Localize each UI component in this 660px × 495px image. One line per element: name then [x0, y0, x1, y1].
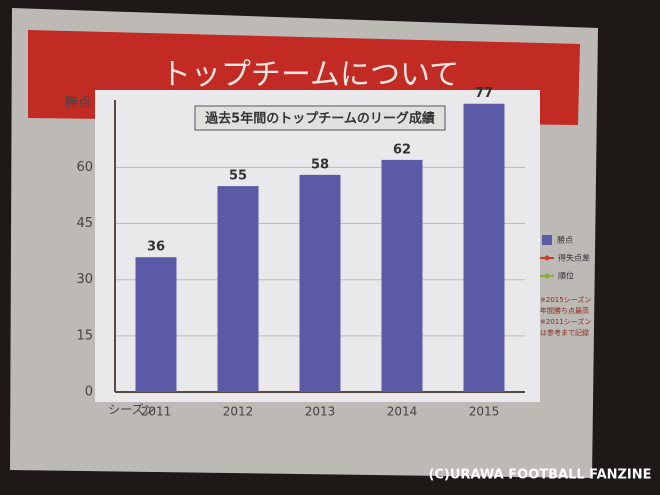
data-label: 58 — [311, 157, 329, 172]
data-label: 55 — [229, 169, 247, 184]
data-label: 62 — [393, 142, 411, 157]
x-tick-label: 2014 — [387, 405, 418, 419]
x-tick-label: 2011 — [141, 405, 172, 419]
x-tick-label: 2013 — [305, 405, 336, 419]
slide-title: トップチームについて — [161, 58, 459, 93]
watermark: (C)URAWA FOOTBALL FANZINE — [428, 468, 651, 483]
legend-swatch — [542, 235, 552, 245]
x-axis-label: シーズン — [108, 402, 155, 417]
y-tick-label: 60 — [76, 160, 93, 175]
data-label: 36 — [147, 240, 165, 255]
x-tick-label: 2012 — [223, 405, 254, 419]
legend-marker — [544, 273, 550, 279]
legend-label: 得失点差 — [558, 253, 590, 263]
bar — [299, 174, 341, 392]
y-tick-label: 30 — [76, 272, 93, 287]
note: 年間勝ち点最高 — [540, 306, 589, 315]
note: ※2011シーズン — [540, 317, 591, 326]
legend-label: 勝点 — [557, 235, 573, 245]
data-label: 77 — [475, 86, 493, 101]
y-tick-label: 15 — [76, 328, 93, 343]
bar — [217, 186, 259, 392]
x-tick-label: 2015 — [469, 405, 500, 419]
chart-title-box — [194, 105, 446, 131]
bar — [463, 103, 505, 392]
note: は参考まで記録 — [540, 328, 589, 337]
legend-marker — [544, 255, 550, 261]
note: ※2015シーズン — [540, 295, 591, 304]
y-axis-label: 勝点 — [65, 96, 91, 111]
bar — [135, 257, 177, 392]
bar — [381, 159, 423, 392]
y-tick-label: 0 — [85, 385, 93, 400]
y-tick-label: 45 — [76, 216, 93, 231]
chart-title: 過去5年間のトップチームのリーグ成績 — [204, 111, 435, 127]
legend-label: 順位 — [558, 271, 574, 281]
